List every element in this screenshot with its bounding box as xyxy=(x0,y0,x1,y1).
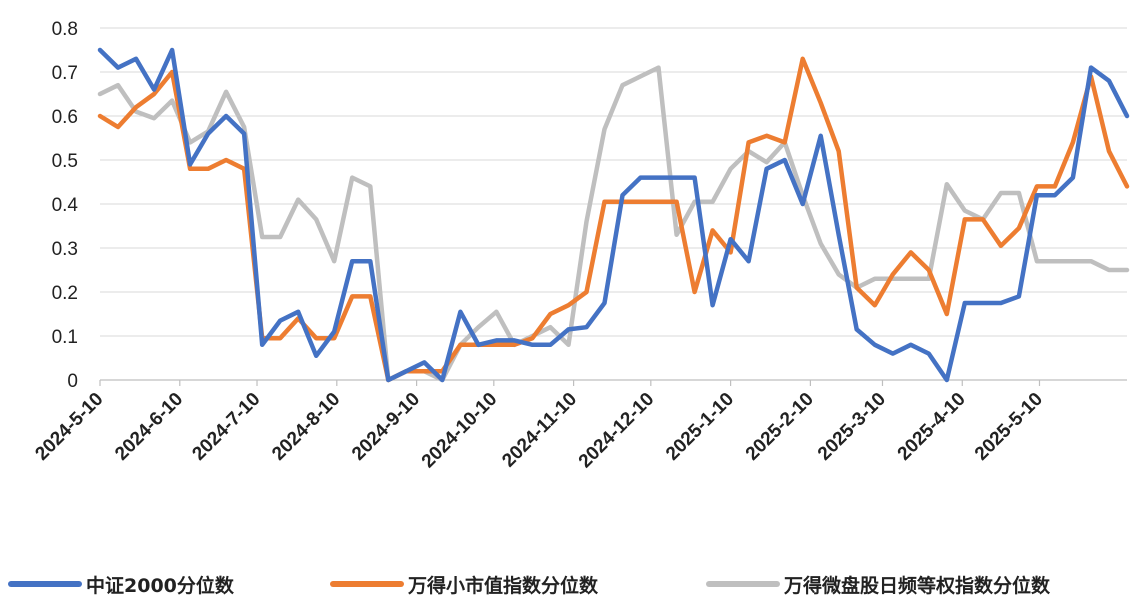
y-tick-label: 0.7 xyxy=(52,63,78,84)
y-tick-label: 0.3 xyxy=(52,239,78,260)
x-tick-label: 2025-4-10 xyxy=(894,389,970,465)
series-line-2 xyxy=(97,65,1130,383)
x-tick-label: 2025-2-10 xyxy=(742,389,818,465)
x-tick-label: 2024-5-10 xyxy=(31,389,107,465)
legend-label-csi2000: 中证2000分位数 xyxy=(86,574,234,597)
x-tick-label: 2025-5-10 xyxy=(971,389,1047,465)
series-line-1 xyxy=(97,56,1130,383)
x-tick-label: 2024-7-10 xyxy=(188,389,264,465)
y-tick-label: 0.2 xyxy=(52,283,78,304)
x-axis-tick-labels: 2024-5-10 2024-6-10 2024-7-10 2024-8-10 2024… xyxy=(31,389,1047,473)
legend-swatch-wind-microcap xyxy=(706,581,780,587)
x-tick-label: 2024-6-10 xyxy=(111,389,187,465)
legend-item-wind-smallcap: 万得小市值指数分位数 xyxy=(330,566,598,602)
legend-item-wind-microcap: 万得微盘股日频等权指数分位数 xyxy=(706,566,1050,602)
y-tick-label: 0 xyxy=(67,371,78,392)
series-line-0 xyxy=(97,47,1130,383)
x-tick-label: 2024-10-10 xyxy=(418,389,502,473)
x-tick-label: 2024-11-10 xyxy=(498,389,581,472)
y-tick-label: 0.8 xyxy=(52,19,78,40)
y-tick-label: 0.4 xyxy=(52,195,79,216)
x-tick-label: 2024-9-10 xyxy=(348,389,424,465)
legend-label-wind-microcap: 万得微盘股日频等权指数分位数 xyxy=(784,574,1051,597)
y-tick-label: 0.5 xyxy=(52,151,78,172)
legend-swatch-csi2000 xyxy=(8,581,82,587)
series-lines xyxy=(97,47,1130,383)
legend-swatch-wind-smallcap xyxy=(330,581,404,587)
legend-item-csi2000: 中证2000分位数 xyxy=(8,566,234,602)
legend: 中证2000分位数 万得小市值指数分位数 万得微盘股日频等权指数分位数 xyxy=(0,566,1143,602)
x-tick-label: 2024-8-10 xyxy=(268,389,344,465)
x-tick-label: 2025-3-10 xyxy=(814,389,890,465)
x-tick-label: 2025-1-10 xyxy=(662,389,738,465)
y-axis-tick-labels: 0 0.1 0.2 0.3 0.4 0.5 0.6 0.7 0.8 xyxy=(52,19,79,392)
x-axis xyxy=(99,379,1127,386)
y-tick-label: 0.6 xyxy=(52,107,78,128)
legend-label-wind-smallcap: 万得小市值指数分位数 xyxy=(408,574,599,597)
y-tick-label: 0.1 xyxy=(52,327,78,348)
x-tick-label: 2024-12-10 xyxy=(575,389,659,473)
